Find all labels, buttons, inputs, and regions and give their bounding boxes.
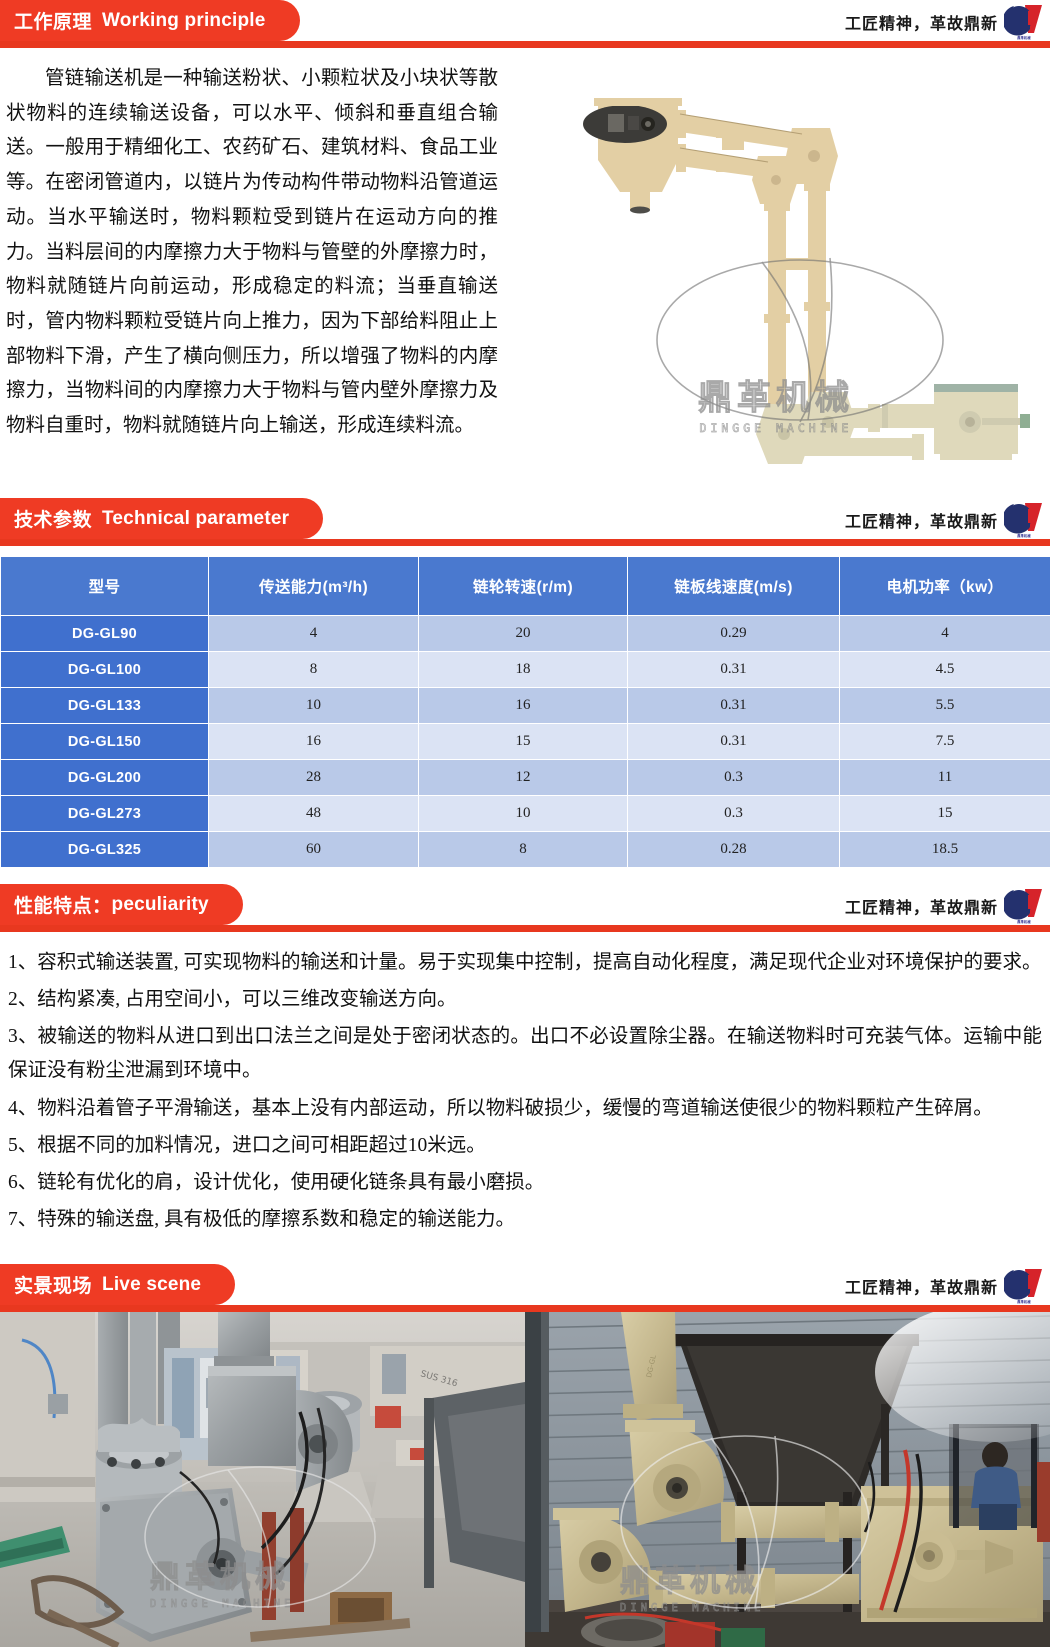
cell-power: 15 <box>840 796 1050 832</box>
col-header-sprocket-speed: 链轮转速(r/m) <box>419 557 628 616</box>
cell-capacity: 4 <box>209 616 419 652</box>
peculiarity-list: 1、容积式输送装置, 可实现物料的输送和计量。易于实现集中控制，提高自动化程度，… <box>0 932 1050 1256</box>
cell-power: 18.5 <box>840 832 1050 868</box>
section-title-cn: 技术参数 <box>14 505 92 532</box>
section-title-en: peculiarity <box>112 894 209 916</box>
cell-capacity: 8 <box>209 652 419 688</box>
cell-model: DG-GL200 <box>1 760 209 796</box>
cell-chain-speed: 0.31 <box>628 688 840 724</box>
table-row: DG-GL133 10 16 0.31 5.5 <box>1 688 1050 724</box>
cell-model: DG-GL90 <box>1 616 209 652</box>
cell-capacity: 28 <box>209 760 419 796</box>
cell-chain-speed: 0.3 <box>628 796 840 832</box>
dingge-logo-icon: 鼎革机械 <box>1004 887 1044 925</box>
table-row: DG-GL273 48 10 0.3 15 <box>1 796 1050 832</box>
cell-power: 11 <box>840 760 1050 796</box>
table-row: DG-GL325 60 8 0.28 18.5 <box>1 832 1050 868</box>
header-rule <box>0 925 1050 932</box>
list-item: 4、物料沿着管子平滑输送，基本上没有内部运动，所以物料破损少，缓慢的弯道输送使很… <box>8 1092 1042 1126</box>
cell-capacity: 48 <box>209 796 419 832</box>
cell-power: 7.5 <box>840 724 1050 760</box>
cell-power: 5.5 <box>840 688 1050 724</box>
cell-chain-speed: 0.28 <box>628 832 840 868</box>
cell-sprocket: 15 <box>419 724 628 760</box>
working-principle-section: 管链输送机是一种输送粉状、小颗粒状及小块状等散状物料的连续输送设备，可以水平、倾… <box>0 48 1050 498</box>
table-row: DG-GL90 4 20 0.29 4 <box>1 616 1050 652</box>
col-header-model: 型号 <box>1 557 209 616</box>
product-illustration: 鼎革机械 DINGGE MACHINE <box>530 52 1050 482</box>
brand-slogan: 工匠精神，革故鼎新 <box>845 894 998 918</box>
cell-sprocket: 10 <box>419 796 628 832</box>
cell-sprocket: 12 <box>419 760 628 796</box>
cell-power: 4 <box>840 616 1050 652</box>
cell-capacity: 10 <box>209 688 419 724</box>
section-title-pill: 技术参数 Technical parameter <box>0 498 323 539</box>
list-item: 3、被输送的物料从进口到出口法兰之间是处于密闭状态的。出口不必设置除尘器。在输送… <box>8 1020 1042 1088</box>
cell-sprocket: 20 <box>419 616 628 652</box>
spec-table-wrapper: 型号 传送能力(m³/h) 链轮转速(r/m) 链板线速度(m/s) 电机功率（… <box>0 546 1050 870</box>
header-rule <box>0 539 1050 546</box>
live-scene-photo-left[interactable]: SUS 316 <box>0 1312 525 1647</box>
working-principle-body: 管链输送机是一种输送粉状、小颗粒状及小块状等散状物料的连续输送设备，可以水平、倾… <box>0 54 512 444</box>
brand-slogan: 工匠精神，革故鼎新 <box>845 10 998 34</box>
live-scene-photo-right[interactable]: DG-GL <box>525 1312 1050 1647</box>
logo-text: 鼎革机械 <box>1004 535 1044 539</box>
list-item: 5、根据不同的加料情况，进口之间可相距超过10米远。 <box>8 1129 1042 1163</box>
dingge-logo-icon: 鼎革机械 <box>1004 3 1044 41</box>
section-header-peculiarity: 性能特点： peculiarity 工匠精神，革故鼎新 鼎革机械 <box>0 884 1050 932</box>
live-scene-gallery: SUS 316 <box>0 1312 1050 1647</box>
table-header-row: 型号 传送能力(m³/h) 链轮转速(r/m) 链板线速度(m/s) 电机功率（… <box>1 557 1050 616</box>
list-item: 7、特殊的输送盘, 具有极低的摩擦系数和稳定的输送能力。 <box>8 1203 1042 1237</box>
section-title-cn: 工作原理 <box>14 7 92 34</box>
section-header-live-scene: 实景现场 Live scene 工匠精神，革故鼎新 鼎革机械 <box>0 1264 1050 1312</box>
cell-chain-speed: 0.31 <box>628 724 840 760</box>
col-header-motor-power: 电机功率（kw） <box>840 557 1050 616</box>
logo-text: 鼎革机械 <box>1004 921 1044 925</box>
cell-model: DG-GL133 <box>1 688 209 724</box>
cell-model: DG-GL273 <box>1 796 209 832</box>
col-header-capacity: 传送能力(m³/h) <box>209 557 419 616</box>
header-rule <box>0 41 1050 48</box>
cell-capacity: 16 <box>209 724 419 760</box>
spec-table: 型号 传送能力(m³/h) 链轮转速(r/m) 链板线速度(m/s) 电机功率（… <box>0 556 1050 868</box>
cell-chain-speed: 0.29 <box>628 616 840 652</box>
table-row: DG-GL150 16 15 0.31 7.5 <box>1 724 1050 760</box>
section-header-working-principle: 工作原理 Working principle 工匠精神，革故鼎新 鼎革机械 <box>0 0 1050 48</box>
section-title-en: Technical parameter <box>102 508 289 530</box>
cell-capacity: 60 <box>209 832 419 868</box>
section-title-cn: 实景现场 <box>14 1271 92 1298</box>
section-title-en: Working principle <box>102 10 266 32</box>
table-row: DG-GL200 28 12 0.3 11 <box>1 760 1050 796</box>
section-title-pill: 工作原理 Working principle <box>0 0 300 41</box>
section-header-technical-parameter: 技术参数 Technical parameter 工匠精神，革故鼎新 鼎革机械 <box>0 498 1050 546</box>
brand-slogan: 工匠精神，革故鼎新 <box>845 508 998 532</box>
cell-sprocket: 18 <box>419 652 628 688</box>
section-title-pill: 性能特点： peculiarity <box>0 884 243 925</box>
cell-chain-speed: 0.31 <box>628 652 840 688</box>
cell-chain-speed: 0.3 <box>628 760 840 796</box>
cell-sprocket: 16 <box>419 688 628 724</box>
cell-power: 4.5 <box>840 652 1050 688</box>
cell-model: DG-GL100 <box>1 652 209 688</box>
cell-sprocket: 8 <box>419 832 628 868</box>
list-item: 6、链轮有优化的肩，设计优化，使用硬化链条具有最小磨损。 <box>8 1166 1042 1200</box>
list-item: 2、结构紧凑, 占用空间小，可以三维改变输送方向。 <box>8 983 1042 1017</box>
list-item: 1、容积式输送装置, 可实现物料的输送和计量。易于实现集中控制，提高自动化程度，… <box>8 946 1042 980</box>
col-header-chain-speed: 链板线速度(m/s) <box>628 557 840 616</box>
table-row: DG-GL100 8 18 0.31 4.5 <box>1 652 1050 688</box>
header-rule <box>0 1305 1050 1312</box>
logo-text: 鼎革机械 <box>1004 37 1044 41</box>
brand-slogan: 工匠精神，革故鼎新 <box>845 1274 998 1298</box>
section-title-en: Live scene <box>102 1274 201 1296</box>
cell-model: DG-GL325 <box>1 832 209 868</box>
section-title-cn: 性能特点： <box>14 891 112 918</box>
dingge-logo-icon: 鼎革机械 <box>1004 1267 1044 1305</box>
logo-text: 鼎革机械 <box>1004 1301 1044 1305</box>
dingge-logo-icon: 鼎革机械 <box>1004 501 1044 539</box>
section-title-pill: 实景现场 Live scene <box>0 1264 235 1305</box>
cell-model: DG-GL150 <box>1 724 209 760</box>
